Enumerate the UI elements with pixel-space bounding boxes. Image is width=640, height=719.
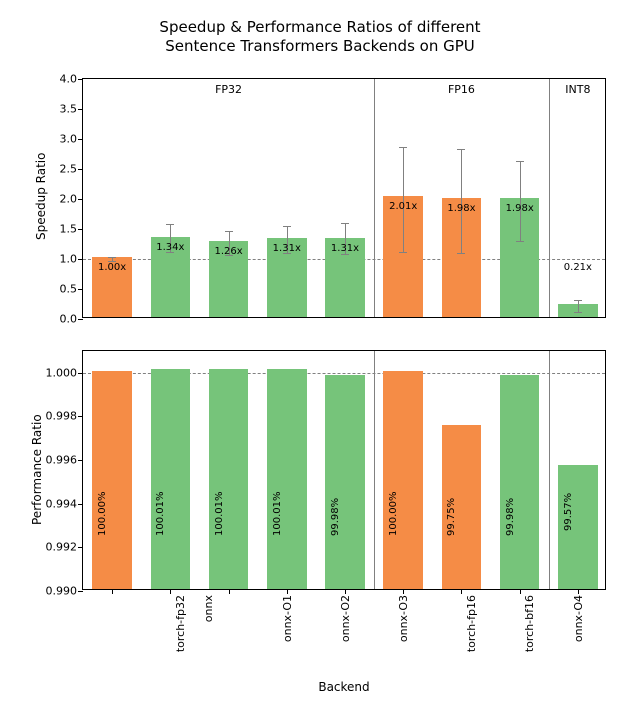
- group-divider: [374, 351, 375, 589]
- bar-value-label: 100.01%: [272, 492, 283, 537]
- xtick-label: onnx-O2: [339, 595, 352, 642]
- bar-value-label: 99.98%: [330, 498, 341, 536]
- speedup-ylabel: Speedup Ratio: [34, 153, 48, 240]
- group-divider: [549, 79, 550, 317]
- bar: [92, 371, 132, 589]
- ytick-label: 0.990: [46, 585, 78, 598]
- bar-value-label: 99.98%: [505, 498, 516, 536]
- bar-value-label: 99.57%: [563, 492, 574, 530]
- bar-value-label: 1.31x: [331, 243, 359, 254]
- bar: [325, 375, 365, 589]
- xtick-label: onnx-O1: [281, 595, 294, 642]
- bar-value-label: 0.21x: [564, 262, 592, 273]
- xtick-label: onnx-O4: [572, 595, 585, 642]
- figure: Speedup & Performance Ratios of differen…: [0, 0, 640, 719]
- bar-value-label: 100.01%: [214, 492, 225, 537]
- bar-value-label: 100.00%: [97, 492, 108, 537]
- ytick-label: 0.5: [60, 283, 78, 296]
- ytick-label: 1.0: [60, 253, 78, 266]
- bar-value-label: 2.01x: [389, 201, 417, 212]
- x-axis-label: Backend: [82, 680, 606, 694]
- bar-value-label: 100.00%: [388, 492, 399, 537]
- speedup-panel: 0.00.51.01.52.02.53.03.54.0FP32FP16INT81…: [82, 78, 606, 318]
- ytick-label: 4.0: [60, 73, 78, 86]
- xtick-label: onnx: [203, 595, 216, 622]
- ytick-label: 1.000: [46, 366, 78, 379]
- bar-value-label: 1.31x: [273, 243, 301, 254]
- bar-value-label: 1.34x: [156, 242, 184, 253]
- ytick-label: 3.5: [60, 103, 78, 116]
- group-divider: [549, 351, 550, 589]
- bar: [267, 369, 307, 589]
- bar: [383, 371, 423, 589]
- group-label: FP32: [215, 83, 242, 96]
- group-label: INT8: [565, 83, 590, 96]
- xtick-label: torch-fp32: [174, 595, 187, 652]
- figure-title: Speedup & Performance Ratios of differen…: [0, 18, 640, 56]
- bar-value-label: 1.98x: [447, 203, 475, 214]
- bar-value-label: 1.00x: [98, 262, 126, 273]
- xtick-label: torch-fp16: [465, 595, 478, 652]
- bar: [151, 369, 191, 589]
- bar-value-label: 100.01%: [155, 492, 166, 537]
- performance-panel: 0.9900.9920.9940.9960.9981.000100.00%tor…: [82, 350, 606, 590]
- ytick-label: 2.0: [60, 193, 78, 206]
- xtick-label: onnx-O3: [397, 595, 410, 642]
- ytick-label: 0.0: [60, 313, 78, 326]
- bar-value-label: 99.75%: [446, 498, 457, 536]
- group-label: FP16: [448, 83, 475, 96]
- ytick-label: 2.5: [60, 163, 78, 176]
- ytick-label: 0.998: [46, 410, 78, 423]
- bar: [500, 375, 540, 589]
- ytick-label: 0.992: [46, 541, 78, 554]
- ytick-label: 3.0: [60, 133, 78, 146]
- performance-ylabel: Performance Ratio: [30, 414, 44, 525]
- bar-value-label: 1.26x: [214, 246, 242, 257]
- bar: [209, 369, 249, 589]
- ytick-label: 1.5: [60, 223, 78, 236]
- group-divider: [374, 79, 375, 317]
- ytick-label: 0.996: [46, 454, 78, 467]
- bar-value-label: 1.98x: [506, 203, 534, 214]
- xtick-label: torch-bf16: [524, 595, 537, 652]
- ytick-label: 0.994: [46, 497, 78, 510]
